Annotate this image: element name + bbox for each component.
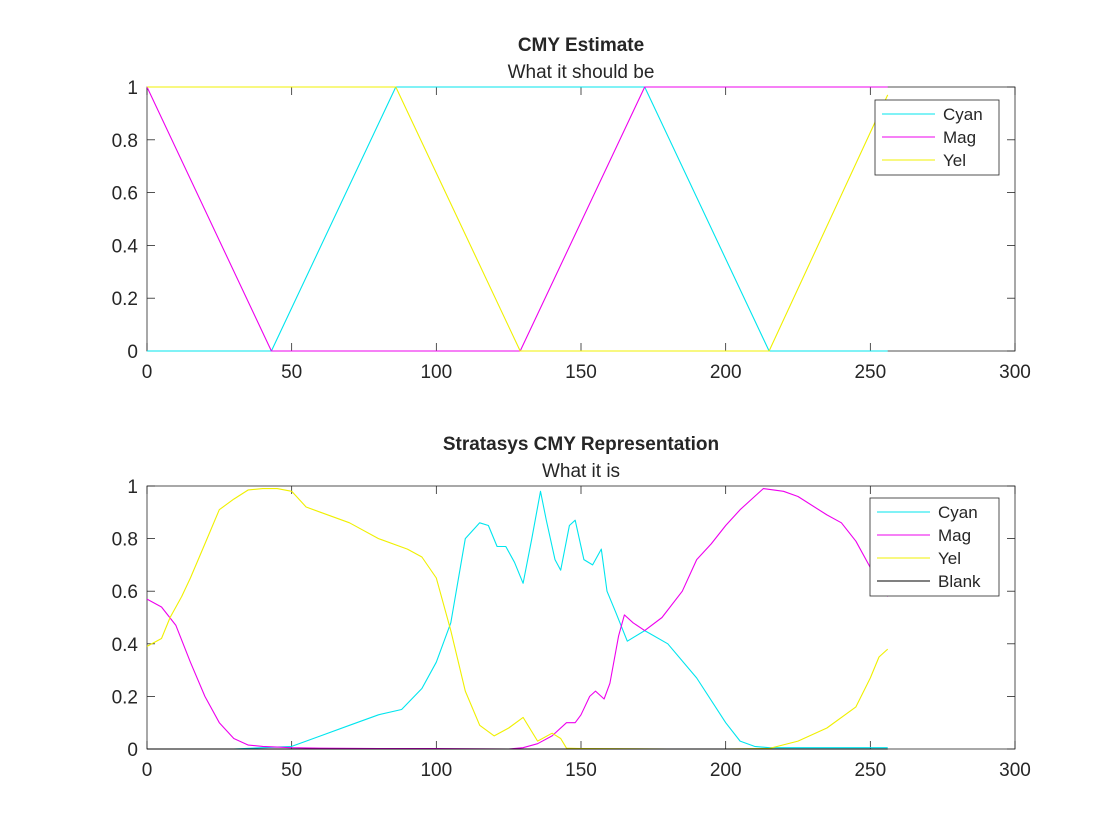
series-line-mag	[146, 488, 889, 750]
chart-subtitle: What it is	[542, 461, 620, 482]
legend-label: Mag	[938, 526, 971, 545]
legend-label: Cyan	[938, 503, 978, 522]
y-tick-label: 0.2	[112, 289, 138, 310]
legend-label: Blank	[938, 572, 981, 591]
x-tick-label: 250	[854, 760, 886, 781]
y-tick-label: 0	[127, 342, 138, 363]
series-line-yel	[147, 86, 889, 352]
x-tick-label: 150	[565, 362, 597, 383]
chart-subtitle: What it should be	[508, 62, 655, 83]
legend-label: Mag	[943, 128, 976, 147]
y-tick-label: 0.2	[112, 687, 138, 708]
x-tick-label: 0	[142, 362, 153, 383]
y-tick-label: 0.6	[112, 582, 138, 603]
legend-label: Yel	[938, 549, 961, 568]
legend-label: Cyan	[943, 105, 983, 124]
x-tick-label: 200	[710, 760, 742, 781]
chart-title: CMY Estimate	[518, 35, 644, 56]
y-tick-label: 0.4	[112, 236, 139, 257]
x-tick-label: 300	[999, 760, 1031, 781]
x-tick-label: 150	[565, 760, 597, 781]
x-tick-label: 50	[281, 760, 302, 781]
y-tick-label: 0	[127, 740, 138, 761]
x-tick-label: 300	[999, 362, 1031, 383]
series-line-cyan	[147, 86, 888, 352]
y-tick-label: 0.6	[112, 184, 138, 205]
series-line-cyan	[147, 490, 888, 750]
x-tick-label: 250	[854, 362, 886, 383]
x-tick-label: 50	[281, 362, 302, 383]
x-tick-label: 100	[420, 362, 452, 383]
plot-cmy-estimate: CMY Estimate What it should be 0 50 100 150 20…	[112, 35, 1031, 383]
y-tick-label: 0.8	[112, 131, 138, 152]
chart-title: Stratasys CMY Representation	[443, 434, 719, 455]
y-tick-label: 1	[127, 78, 138, 99]
y-tick-label: 0.8	[112, 530, 138, 551]
x-tick-label: 0	[142, 760, 153, 781]
plot-stratasys-representation: Stratasys CMY Representation What it is 0 5…	[112, 434, 1031, 781]
y-tick-label: 1	[127, 477, 138, 498]
x-tick-label: 100	[420, 760, 452, 781]
legend-box	[869, 497, 1000, 597]
x-tick-label: 200	[710, 362, 742, 383]
legend-label: Yel	[943, 151, 966, 170]
y-tick-label: 0.4	[112, 635, 139, 656]
